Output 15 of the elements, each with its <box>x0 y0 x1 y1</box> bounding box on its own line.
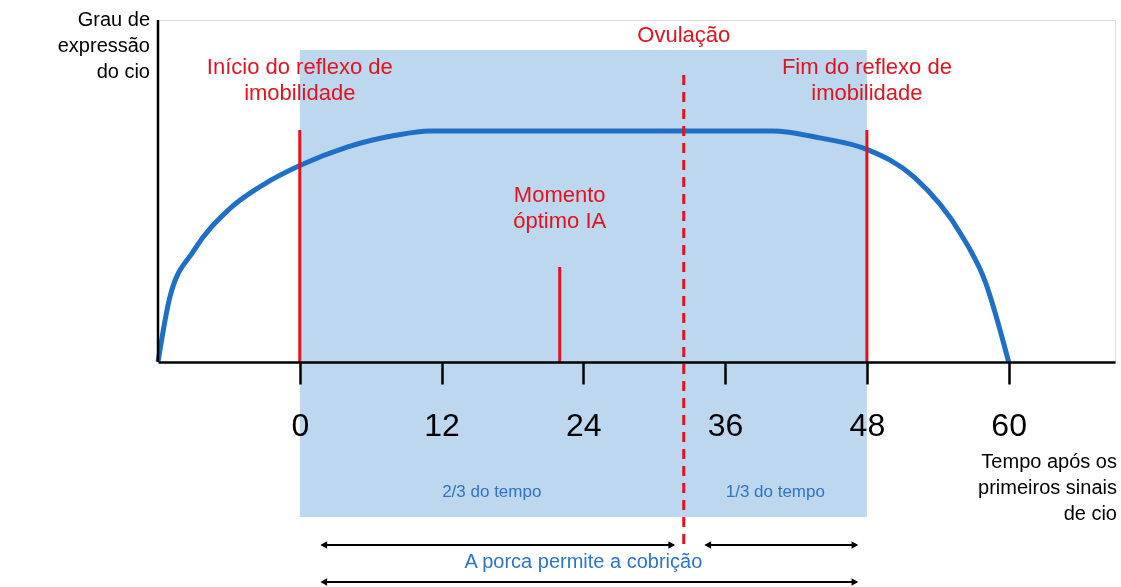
text: 1/3 do tempo <box>725 482 825 501</box>
ref-line-label: Início do reflexo de imobilidade <box>206 54 393 105</box>
ref-line-label: Fim do reflexo de imobilidade <box>781 54 952 105</box>
ref-line-label: Ovulação <box>637 22 731 47</box>
ref-line-label: Momento óptimo IA <box>513 182 607 233</box>
x-tick-label: 0 <box>291 406 310 443</box>
x-tick-label: 36 <box>707 406 744 443</box>
x-tick-label: 48 <box>849 406 886 443</box>
x-tick-label: 24 <box>566 406 602 443</box>
text: A porca permite a cobrição <box>464 550 703 572</box>
x-tick-label: 60 <box>991 406 1027 443</box>
y-axis-title: Grau de expressão do cio <box>57 8 150 82</box>
text: 2/3 do tempo <box>442 482 542 501</box>
x-tick-label: 12 <box>424 406 460 443</box>
x-axis-title: Tempo após os primeiros sinais de cio <box>978 450 1117 524</box>
